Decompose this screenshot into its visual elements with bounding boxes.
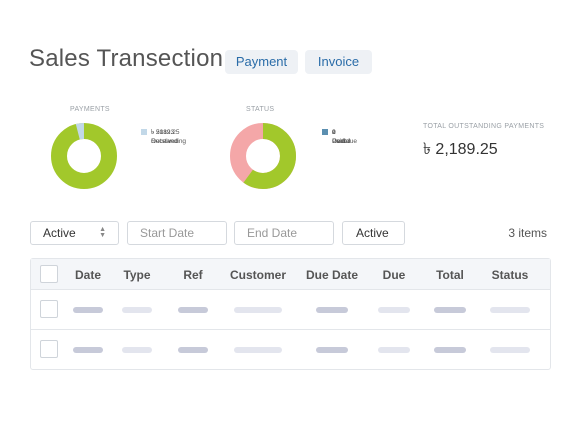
outstanding-value: ৳ 2,189.25 (423, 141, 498, 158)
placeholder-bar (434, 307, 466, 313)
placeholder-bar (490, 307, 530, 313)
column-customer[interactable]: Customer (229, 268, 287, 282)
placeholder-bar (316, 347, 348, 353)
legend-swatch (141, 129, 147, 135)
placeholder-bar (434, 347, 466, 353)
status-label: STATUS (246, 106, 275, 113)
end-date-input[interactable]: End Date (234, 221, 334, 245)
legend-outstanding-amount: ৳ 2189.25 (151, 129, 180, 136)
items-count: 3 items (508, 226, 547, 240)
payments-donut (51, 123, 117, 189)
payments-label: PAYMENTS (70, 106, 110, 113)
column-status[interactable]: Status (491, 268, 529, 282)
legend-received-label: Received (151, 138, 179, 145)
column-due-date[interactable]: Due Date (305, 268, 359, 282)
transactions-table: Date Type Ref Customer Due Date Due Tota… (30, 258, 551, 370)
column-date[interactable]: Date (74, 268, 102, 282)
placeholder-bar (73, 307, 103, 313)
start-date-input[interactable]: Start Date (127, 221, 227, 245)
status-donut-paid (230, 123, 296, 189)
placeholder-bar (122, 347, 152, 353)
legend-swatch (322, 129, 328, 135)
placeholder-bar (378, 347, 410, 353)
payments-donut-outstanding (51, 123, 117, 189)
placeholder-bar (316, 307, 348, 313)
placeholder-bar (378, 307, 410, 313)
row-checkbox[interactable] (40, 340, 58, 358)
legend-received-amount: ৳ 50123 (151, 129, 175, 136)
placeholder-bar (490, 347, 530, 353)
table-row[interactable] (31, 290, 550, 330)
legend-outstanding-label: Outstanding (151, 138, 187, 145)
column-due[interactable]: Due (382, 268, 406, 282)
placeholder-bar (234, 347, 282, 353)
status-select-value: Active (43, 226, 76, 240)
placeholder-bar (73, 347, 103, 353)
tab-invoice[interactable]: Invoice (305, 50, 372, 74)
row-checkbox[interactable] (40, 300, 58, 318)
select-all-checkbox[interactable] (40, 265, 58, 283)
column-ref[interactable]: Ref (183, 268, 203, 282)
column-type[interactable]: Type (123, 268, 151, 282)
updown-icon: ▲ ▼ (99, 226, 106, 239)
column-total[interactable]: Total (436, 268, 464, 282)
status-donut (230, 123, 296, 189)
outstanding-label: TOTAL OUTSTANDING PAYMENTS (423, 123, 545, 130)
placeholder-bar (178, 307, 208, 313)
page-title: Sales Transection (29, 45, 224, 72)
placeholder-bar (178, 347, 208, 353)
table-header: Date Type Ref Customer Due Date Due Tota… (31, 259, 550, 290)
placeholder-bar (122, 307, 152, 313)
active-button[interactable]: Active (342, 221, 405, 245)
table-row[interactable] (31, 330, 550, 370)
placeholder-bar (234, 307, 282, 313)
status-select[interactable]: Active ▲ ▼ (30, 221, 119, 245)
tab-payment[interactable]: Payment (225, 50, 298, 74)
payments-donut-received (51, 123, 117, 189)
